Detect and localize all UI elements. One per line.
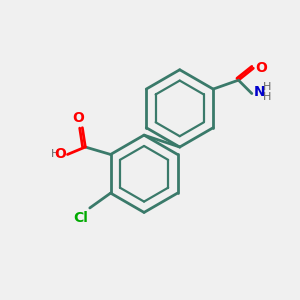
Text: H: H: [263, 92, 272, 101]
Text: Cl: Cl: [74, 211, 88, 225]
Text: H: H: [263, 82, 272, 92]
Text: O: O: [256, 61, 268, 75]
Text: O: O: [72, 111, 84, 125]
Text: N: N: [253, 85, 265, 99]
Text: O: O: [54, 148, 66, 161]
Text: H: H: [51, 149, 59, 160]
